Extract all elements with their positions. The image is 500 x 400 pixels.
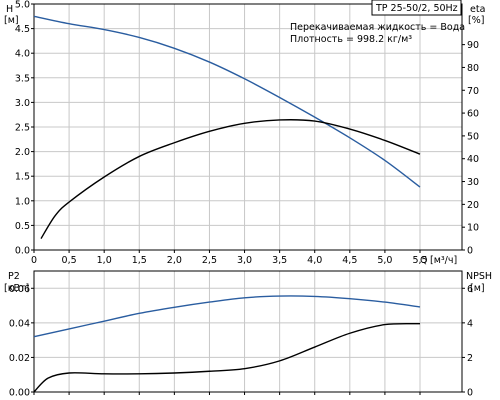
bottom-right-axis-label: NPSH [466,271,492,282]
top-left-axis-label: H [6,4,13,15]
bottom-panel-right-tick-label: 0 [467,388,473,399]
bottom-panel-right-tick-label: 4 [467,318,473,329]
bottom-panel-left-tick-label: 0.00 [9,388,30,399]
x-tick-label: 1,5 [132,255,147,266]
chart-title: TP 25-50/2, 50Hz [375,3,458,14]
bottom-panel-right-tick-label: 6 [467,284,473,295]
top-right-axis-label: eta [470,4,485,15]
top-panel-right-tick-label: 10 [467,223,479,234]
x-tick-label: 0,5 [62,255,77,266]
top-panel-right-tick-label: 0 [467,246,473,257]
top-panel-left-tick-label: 4.5 [15,24,30,35]
top-panel-left-tick-label: 0.5 [15,221,30,232]
efficiency-curve [40,119,421,239]
top-right-axis-ticks: 0 10 20 30 40 50 60 70 80 90 [462,40,479,257]
top-panel-left-tick-label: 4.0 [15,49,30,60]
top-right-axis-unit: [%] [468,15,484,26]
power-curve [33,295,421,338]
chart-title-box [371,0,462,16]
x-tick-label: 4,0 [307,255,322,266]
x-tick-label: 3,0 [237,255,252,266]
info-line-density: Плотность = 998.2 кг/м³ [290,34,412,45]
bottom-panel-series [33,295,421,393]
top-panel-right-tick-label: 80 [467,63,479,74]
top-panel-series [33,15,421,239]
bottom-panel-right-tick-label: 2 [467,353,473,364]
top-panel-left-tick-label: 1.0 [15,196,30,207]
top-panel-right-tick-label: 60 [467,109,479,120]
x-axis-unit: [м³/ч] [430,255,457,266]
top-panel-right-tick-label: 70 [467,86,479,97]
x-tick-label: 2,5 [202,255,217,266]
bottom-panel-left-tick-label: 0.06 [9,284,30,295]
head-curve [33,15,421,188]
x-tick-label: 4,5 [342,255,357,266]
bottom-panel-frame [33,270,463,393]
x-tick-label: 5,0 [377,255,392,266]
top-panel-left-tick-label: 3.0 [15,98,30,109]
x-tick-label: 2,0 [167,255,182,266]
top-left-axis-ticks: 0.0 0.5 1.0 1.5 2.0 2.5 3.0 3.5 4.0 4.5 5.0 [15,0,34,257]
x-axis-label: Q [420,255,427,266]
bottom-left-axis-unit: [кВт] [4,283,29,294]
info-line-liquid: Перекачиваемая жидкость = Вода [290,22,465,33]
x-tick-label: 3,5 [272,255,287,266]
top-left-axis-unit: [м] [4,15,19,26]
npsh-curve [33,322,421,393]
top-panel-left-tick-label: 0.0 [15,246,30,257]
top-panel-right-tick-label: 20 [467,200,479,211]
top-panel-right-tick-label: 50 [467,131,479,142]
top-panel-left-tick-label: 1.5 [15,172,30,183]
x-tick-label: 5,5 [412,255,427,266]
x-axis-ticks: 0 0,5 1,0 1,5 2,0 2,5 3,0 3,5 4,0 4,5 5,0 5,5 [31,250,428,395]
bottom-right-axis-ticks: 0 2 4 6 [462,284,473,399]
top-panel-left-tick-label: 2.0 [15,147,30,158]
bottom-left-axis-ticks: 0.00 0.02 0.04 0.06 [9,284,34,399]
top-panel-right-tick-label: 90 [467,40,479,51]
bottom-left-axis-label: P2 [8,271,20,282]
top-panel-left-tick-label: 2.5 [15,123,30,134]
x-tick-label: 1,0 [97,255,112,266]
bottom-right-axis-unit: [м] [470,283,485,294]
top-panel-right-tick-label: 30 [467,177,479,188]
top-panel-right-tick-label: 40 [467,154,479,165]
top-panel-left-tick-label: 3.5 [15,73,30,84]
bottom-panel-left-tick-label: 0.04 [9,318,30,329]
top-panel-left-tick-label: 5.0 [15,0,30,11]
x-tick-label: 0 [31,255,37,266]
bottom-panel-left-tick-label: 0.02 [9,353,30,364]
